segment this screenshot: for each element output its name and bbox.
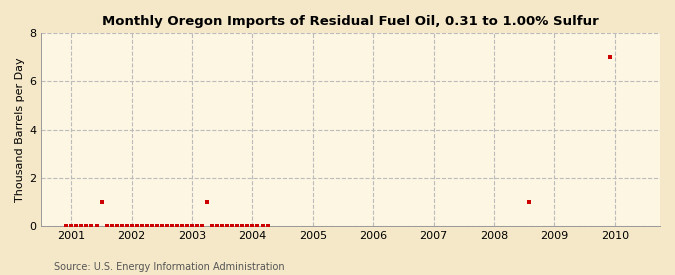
Text: Source: U.S. Energy Information Administration: Source: U.S. Energy Information Administ… xyxy=(54,262,285,272)
Title: Monthly Oregon Imports of Residual Fuel Oil, 0.31 to 1.00% Sulfur: Monthly Oregon Imports of Residual Fuel … xyxy=(102,15,599,28)
Y-axis label: Thousand Barrels per Day: Thousand Barrels per Day xyxy=(15,57,25,202)
